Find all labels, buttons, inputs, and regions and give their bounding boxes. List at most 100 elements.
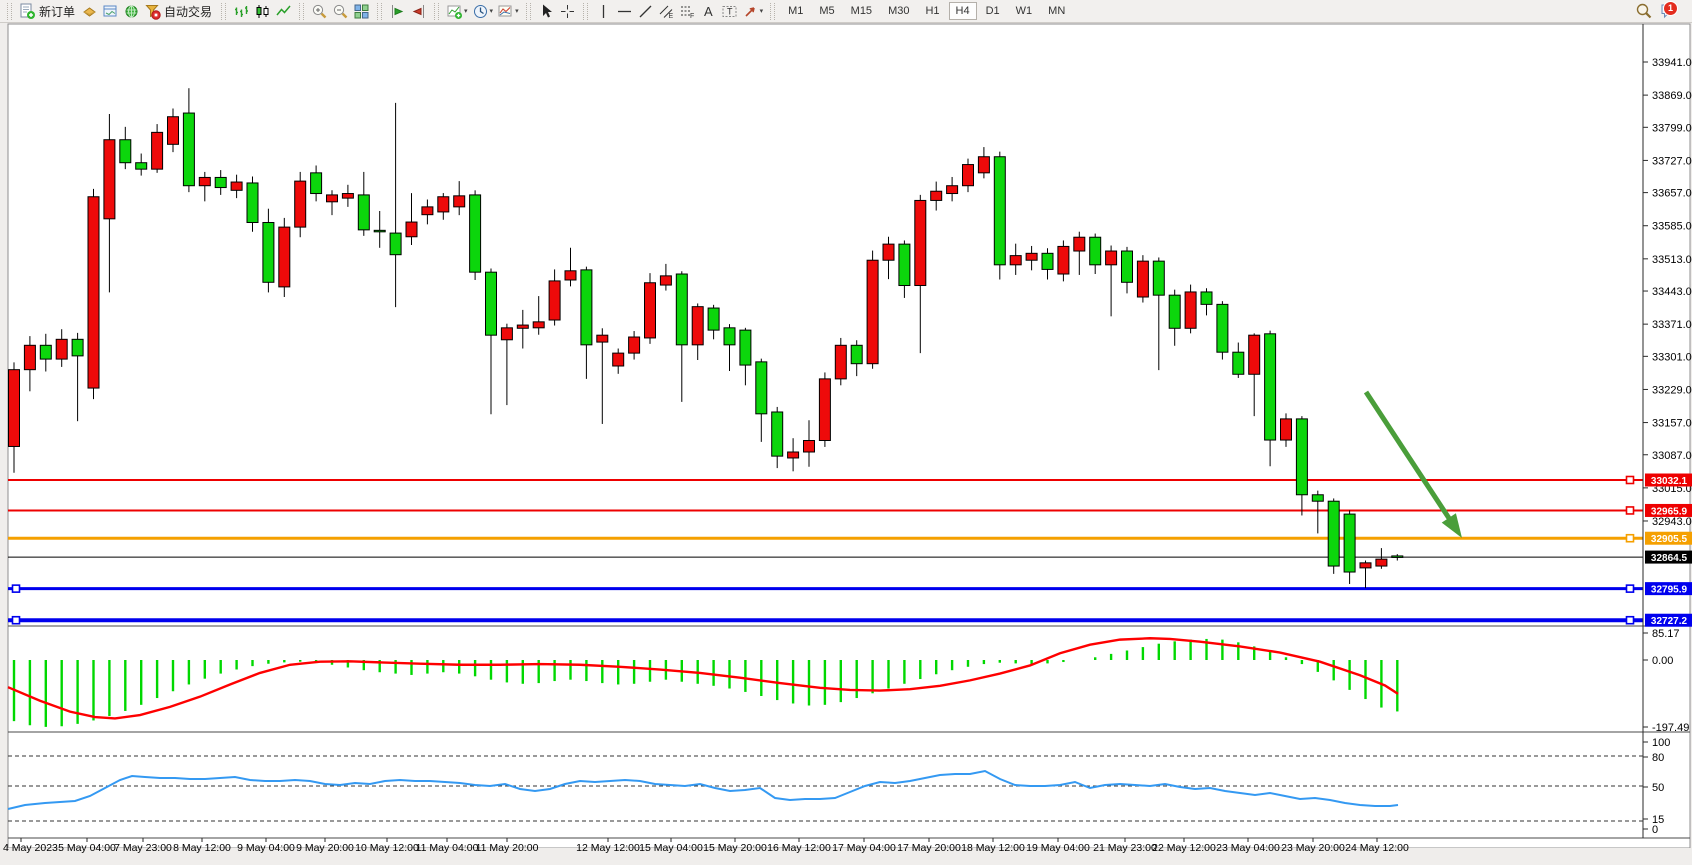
time-axis-label: 19 May 04:00 [1026,842,1090,854]
candle-body [1216,303,1229,353]
support-line-1-handle[interactable] [1625,584,1635,593]
layouts-icon[interactable] [79,1,100,22]
candle-body [135,162,148,170]
time-axis-label: 15 May 20:00 [703,842,767,854]
tab-timeframe-w1[interactable]: W1 [1015,5,1033,17]
connectivity-icon[interactable] [121,1,142,22]
candle-body [580,269,593,346]
search-icon[interactable] [1633,1,1654,22]
new-order-button[interactable]: 新订单 [39,4,76,19]
candle-body [548,280,561,321]
auto-trading-icon[interactable] [142,1,163,22]
indicators-icon[interactable] [444,1,465,22]
candle-body [278,226,291,288]
chart-shift-icon[interactable] [408,1,429,22]
candle-body [707,307,720,331]
candle-body [469,194,482,273]
candle-body [310,172,323,195]
toolbar-separator [525,2,531,20]
candle-body [294,180,307,228]
candle-body [1264,333,1277,441]
indicators-dropdown-caret[interactable]: ▾ [464,8,468,15]
line-chart-icon[interactable] [273,1,294,22]
toolbar-separator [434,2,440,20]
svg-text:A: A [704,4,713,19]
candle-body [787,451,800,459]
bar-chart-icon[interactable] [231,1,252,22]
candle-body [691,306,704,346]
support-line-1-price-badge [1645,582,1692,596]
tab-timeframe-h4[interactable]: H4 [948,2,977,20]
time-axis-label: 7 May 23:00 [114,842,172,854]
tab-timeframe-m15[interactable]: M15 [850,5,873,17]
horizontal-line-icon[interactable] [614,1,635,22]
candle-body [87,196,100,389]
arrows-dropdown-caret[interactable]: ▾ [759,8,764,15]
market-window-icon[interactable] [100,1,121,22]
candle-body [246,182,259,224]
candle-body [437,196,450,213]
tile-windows-icon[interactable] [351,1,372,22]
trend-arrow-shaft[interactable] [1363,390,1454,523]
zoom-out-icon[interactable] [330,1,351,22]
tab-timeframe-h1[interactable]: H1 [925,5,940,17]
text-label-icon[interactable]: T [719,1,740,22]
candle-body [39,344,52,360]
chart-canvas: DJ30-,H4 32864.5 32864.5 32864.5 32864.5… [0,23,1692,860]
toolbar-separator [377,2,383,20]
candle-body [1105,250,1118,266]
text-icon[interactable]: A [698,1,719,22]
arrows-tool-icon[interactable] [740,1,761,22]
templates-dropdown-caret[interactable]: ▾ [515,8,519,15]
trendline-icon[interactable] [635,1,656,22]
candle-body [230,181,243,191]
zoom-in-icon[interactable] [309,1,330,22]
crosshair-icon[interactable] [557,1,578,22]
time-axis-label: 17 May 20:00 [897,842,961,854]
time-axis-label: 24 May 12:00 [1345,842,1409,854]
candle-body [485,271,497,336]
rsi-axis-label: 50 [1652,782,1664,794]
support-line-2-handle[interactable] [11,615,21,625]
candle-body [1089,236,1102,266]
svg-text:T: T [727,6,733,16]
tab-timeframe-m30[interactable]: M30 [888,5,910,17]
candle-body [993,156,1006,266]
candle-body [151,131,164,170]
time-axis-label: 4 May 2023 [3,842,58,854]
resistance-line-1-handle[interactable] [1625,475,1635,485]
templates-icon[interactable] [495,1,516,22]
candle-body [453,195,466,208]
equidistant-channel-icon[interactable]: E [656,1,677,22]
candle-body [405,221,418,238]
candle-body [946,185,959,195]
notification-count-badge[interactable]: 1 [1663,0,1678,16]
support-line-1-handle[interactable] [11,584,21,593]
candle-body [1168,294,1181,329]
main-toolbar: 新订单 自动交易 ▾ ▾ [0,0,1692,23]
vertical-line-icon[interactable] [593,1,614,22]
support-line-2-handle[interactable] [1625,615,1635,625]
bottom-strip [0,848,1692,860]
cursor-icon[interactable] [536,1,557,22]
candle-body [500,327,513,341]
tab-timeframe-mn[interactable]: MN [1048,5,1066,17]
resistance-line-2-handle[interactable] [1625,506,1635,515]
candle-body [755,361,768,415]
candle-body [659,275,672,286]
new-order-icon[interactable] [17,1,38,22]
trend-arrow-head[interactable] [1441,513,1462,538]
tab-timeframe-m5[interactable]: M5 [819,5,835,17]
periods-dropdown-caret[interactable]: ▾ [489,8,494,15]
tab-timeframe-m1[interactable]: M1 [788,5,804,17]
candle-body [818,378,831,441]
tab-timeframe-d1[interactable]: D1 [985,5,1000,17]
fibonacci-icon[interactable]: F [677,1,698,22]
candlestick-chart-icon[interactable] [252,1,273,22]
auto-scroll-icon[interactable] [387,1,408,22]
candle-body [834,344,847,380]
orange-level-line-handle[interactable] [1625,533,1635,543]
notifications-icon[interactable]: 1 [1654,0,1684,22]
auto-trading-button[interactable]: 自动交易 [164,4,213,19]
periods-clock-icon[interactable] [470,1,491,22]
